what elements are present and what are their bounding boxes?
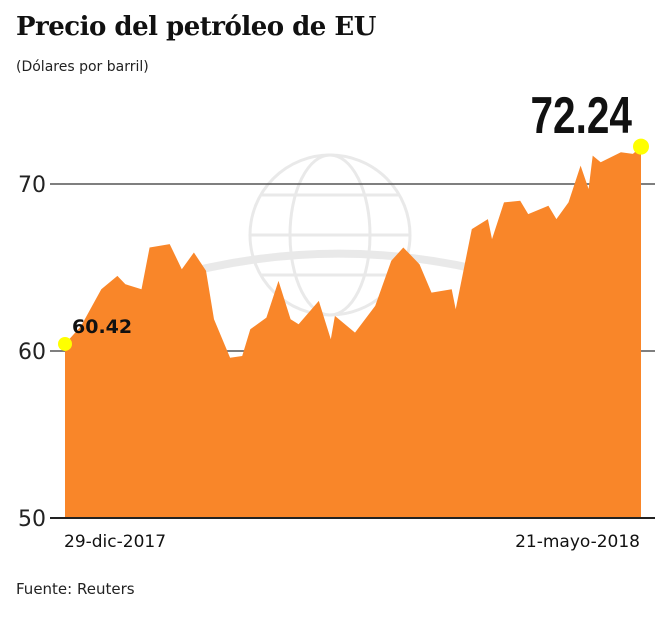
chart-title: Precio del petróleo de EU bbox=[16, 12, 376, 42]
y-tick-label: 70 bbox=[18, 173, 46, 198]
x-tick-label-end: 21-mayo-2018 bbox=[515, 532, 640, 552]
watermark-logo bbox=[158, 153, 502, 317]
end-value-label: 72.24 bbox=[531, 86, 633, 144]
source-note: Fuente: Reuters bbox=[16, 580, 135, 598]
start-value-label: 60.42 bbox=[72, 316, 132, 338]
price-area bbox=[65, 146, 641, 518]
end-point-marker bbox=[633, 138, 649, 155]
start-point-marker bbox=[58, 336, 72, 351]
x-tick-label-start: 29-dic-2017 bbox=[64, 532, 166, 552]
y-tick-label: 60 bbox=[18, 340, 46, 365]
y-tick-label: 50 bbox=[18, 507, 46, 532]
chart-subtitle: (Dólares por barril) bbox=[16, 59, 149, 75]
